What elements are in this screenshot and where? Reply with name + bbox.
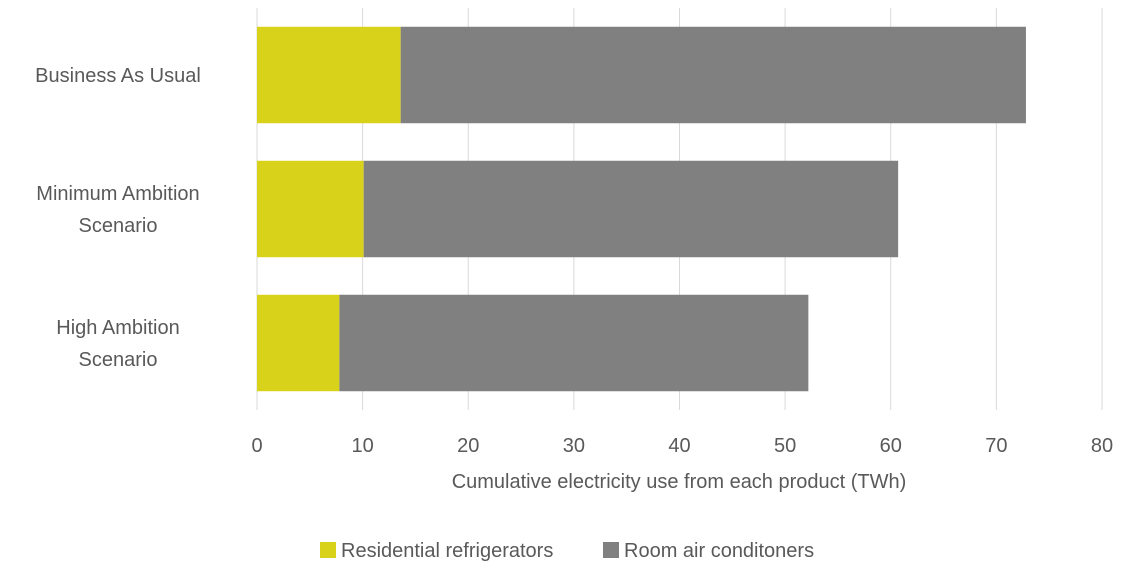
- category-label: Minimum Ambition Scenario: [36, 183, 199, 237]
- bars: [257, 26, 1026, 392]
- bar-air-conditioners: [339, 294, 809, 392]
- x-tick-label: 20: [457, 435, 479, 457]
- bar-air-conditioners: [363, 160, 899, 258]
- x-tick-label: 30: [563, 435, 585, 457]
- x-tick-label: 0: [251, 435, 262, 457]
- category-label: Business As Usual: [35, 65, 201, 87]
- legend-label: Room air conditoners: [624, 540, 814, 562]
- legend-swatch: [320, 542, 336, 558]
- bar-air-conditioners: [400, 26, 1026, 124]
- category-label-line: Business As Usual: [35, 65, 201, 87]
- category-label-line: Scenario: [79, 349, 158, 371]
- x-tick-label: 40: [668, 435, 690, 457]
- legend: Residential refrigerators Room air condit…: [320, 540, 814, 562]
- legend-swatch: [603, 542, 619, 558]
- x-tick-label: 70: [985, 435, 1007, 457]
- x-tick-label: 50: [774, 435, 796, 457]
- x-axis-title: Cumulative electricity use from each pro…: [452, 471, 907, 493]
- bar-refrigerators: [257, 160, 364, 258]
- legend-item-air-conditioners: Room air conditoners: [603, 540, 814, 562]
- bar-refrigerators: [257, 294, 340, 392]
- x-tick-label: 60: [880, 435, 902, 457]
- legend-item-refrigerators: Residential refrigerators: [320, 540, 553, 562]
- x-tick-label: 10: [352, 435, 374, 457]
- category-label-line: Minimum Ambition: [36, 183, 199, 205]
- category-label: High Ambition Scenario: [56, 317, 179, 371]
- x-axis-ticks: 0 10 20 30 40 50 60 70 80: [251, 435, 1113, 457]
- legend-label: Residential refrigerators: [341, 540, 553, 562]
- category-label-line: Scenario: [79, 215, 158, 237]
- y-axis-labels: Business As Usual Minimum Ambition Scenari…: [35, 65, 201, 371]
- bar-refrigerators: [257, 26, 401, 124]
- category-label-line: High Ambition: [56, 317, 179, 339]
- x-tick-label: 80: [1091, 435, 1113, 457]
